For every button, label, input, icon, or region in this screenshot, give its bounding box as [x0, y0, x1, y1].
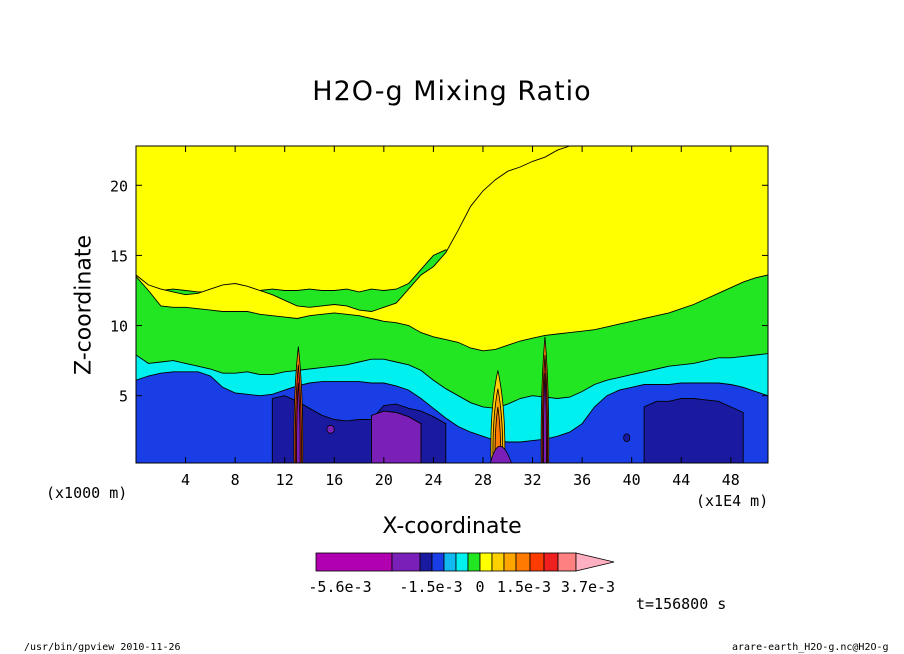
- colorbar-label-3: 1.5e-3: [497, 578, 551, 596]
- colorbar-label-4: 3.7e-3: [561, 578, 615, 596]
- y-tick-label-0: 5: [119, 388, 128, 406]
- contour-band-purple: [371, 410, 422, 463]
- colorbar-cell-13: [557, 552, 577, 572]
- colorbar-cell-6: [467, 552, 481, 572]
- blob-1: [623, 433, 631, 443]
- x-tick-label-8: 36: [573, 471, 591, 489]
- x-tick-label-1: 8: [231, 471, 240, 489]
- colorbar-cell-0: [315, 552, 393, 572]
- x-tick-label-11: 48: [722, 471, 740, 489]
- x-tick-label-2: 12: [276, 471, 294, 489]
- colorbar-cell-3: [431, 552, 445, 572]
- colorbar-cell-9: [503, 552, 517, 572]
- colorbar-cell-10: [515, 552, 531, 572]
- x-tick-label-6: 28: [474, 471, 492, 489]
- footer-right-info: arare-earth_H2O-g.nc@H2O-g: [732, 642, 889, 653]
- y-tick-label-3: 20: [110, 177, 128, 195]
- colorbar-cell-2: [419, 552, 433, 572]
- x-tick-label-0: 4: [181, 471, 190, 489]
- plume-1-layer-2: [543, 373, 547, 463]
- colorbar-cell-11: [529, 552, 545, 572]
- y-tick-label-1: 10: [110, 318, 128, 336]
- plot-frame: [135, 145, 769, 464]
- contour-band-dark-blue: [643, 398, 744, 463]
- chart-title: H2O-g Mixing Ratio: [312, 76, 592, 107]
- x-tick-label-3: 16: [325, 471, 343, 489]
- y-tick-label-2: 15: [110, 247, 128, 265]
- footer-left-info: /usr/bin/gpview 2010-11-26: [24, 642, 181, 653]
- x-tick-label-5: 24: [424, 471, 442, 489]
- x-tick-label-9: 40: [623, 471, 641, 489]
- colorbar-arrow: [575, 552, 615, 572]
- colorbar-cell-4: [443, 552, 457, 572]
- colorbar-label-0: -5.6e-3: [308, 578, 371, 596]
- colorbar-cell-12: [543, 552, 559, 572]
- colorbar-label-2: 0: [475, 578, 484, 596]
- x-tick-label-4: 20: [375, 471, 393, 489]
- colorbar-label-1: -1.5e-3: [399, 578, 462, 596]
- x-tick-label-7: 32: [524, 471, 542, 489]
- x-axis-label: X-coordinate: [382, 514, 522, 539]
- colorbar-cell-8: [491, 552, 505, 572]
- x-unit-right: (x1E4 m): [696, 492, 769, 510]
- blob-0: [326, 424, 335, 434]
- colorbar-cell-1: [391, 552, 421, 572]
- colorbar-cell-7: [479, 552, 493, 572]
- time-label: t=156800 s: [636, 595, 727, 613]
- plume-0-layer-2: [296, 383, 301, 463]
- colorbar-cell-5: [455, 552, 469, 572]
- x-unit-left: (x1000 m): [46, 484, 128, 502]
- x-tick-label-10: 44: [672, 471, 690, 489]
